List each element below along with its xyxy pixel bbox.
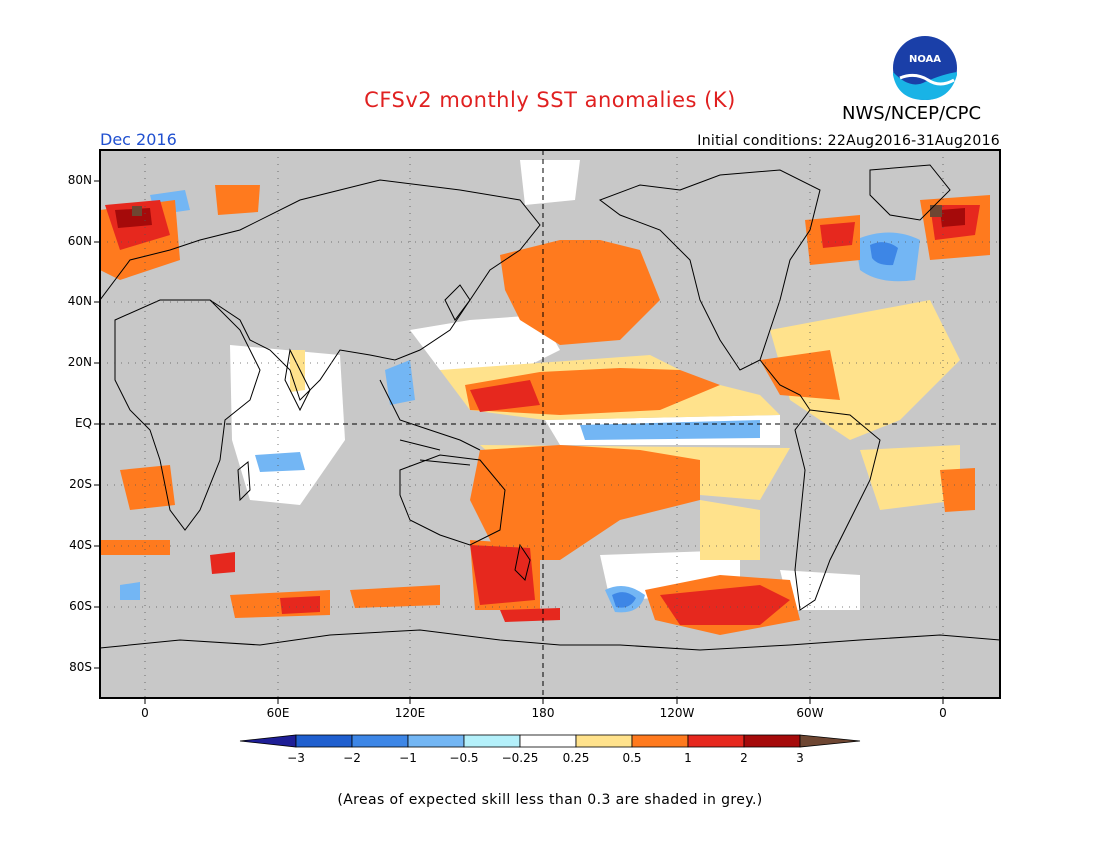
logo-text: NOAA <box>909 54 941 65</box>
colorbar-bin <box>351 734 409 748</box>
lon-label: 60E <box>266 706 290 720</box>
colorbar-label: 0.5 <box>622 751 642 765</box>
lat-label: 40N <box>67 294 92 308</box>
initial-conditions: Initial conditions: 22Aug2016-31Aug2016 <box>697 133 1000 149</box>
axis-ticks <box>94 180 944 704</box>
colorbar-label: −3 <box>287 751 305 765</box>
noaa-logo: NOAA <box>893 36 957 100</box>
lat-label: 80S <box>69 660 92 674</box>
coastlines <box>100 164 1000 651</box>
colorbar-bin <box>631 734 689 748</box>
colorbar-label: −2 <box>343 751 361 765</box>
lon-label: 0 <box>939 706 947 720</box>
colorbar-label: −1 <box>399 751 417 765</box>
lon-label: 120W <box>659 706 695 720</box>
colorbar-bin <box>463 734 521 748</box>
strong-positive-regions <box>105 200 980 625</box>
colorbar-bin <box>295 734 353 748</box>
colorbar-bin <box>687 734 745 748</box>
colorbar-low-arrow <box>239 734 297 748</box>
lon-label: 120E <box>394 706 426 720</box>
colorbar-bin <box>519 734 577 748</box>
organization-label: NWS/NCEP/CPC <box>842 103 982 124</box>
lat-label: 80N <box>67 173 92 187</box>
lat-label: EQ <box>74 416 92 430</box>
colorbar-label: −0.5 <box>449 751 479 765</box>
colorbar <box>239 734 861 748</box>
skill-note: (Areas of expected skill less than 0.3 a… <box>337 792 763 808</box>
lat-label: 20N <box>67 355 92 369</box>
colorbar-bin <box>743 734 801 748</box>
lon-label: 180 <box>531 706 555 720</box>
lat-label: 60N <box>67 234 92 248</box>
lat-label: 40S <box>69 538 92 552</box>
colorbar-high-arrow <box>799 734 861 748</box>
above-three-regions <box>132 205 942 217</box>
forecast-month: Dec 2016 <box>100 130 177 149</box>
colorbar-label: 0.25 <box>562 751 590 765</box>
gridlines <box>100 150 1000 698</box>
colorbar-label: −0.25 <box>501 751 539 765</box>
extreme-positive-regions <box>115 208 965 228</box>
map-area <box>100 150 1000 698</box>
colorbar-label: 3 <box>796 751 804 765</box>
colorbar-bin <box>575 734 633 748</box>
lat-label: 20S <box>69 477 92 491</box>
colorbar-label: 2 <box>740 751 748 765</box>
lon-label: 0 <box>141 706 149 720</box>
lat-label: 60S <box>69 599 92 613</box>
lon-label: 60W <box>796 706 824 720</box>
chart-title: CFSv2 monthly SST anomalies (K) <box>364 88 736 112</box>
colorbar-bin <box>407 734 465 748</box>
colorbar-label: 1 <box>684 751 692 765</box>
